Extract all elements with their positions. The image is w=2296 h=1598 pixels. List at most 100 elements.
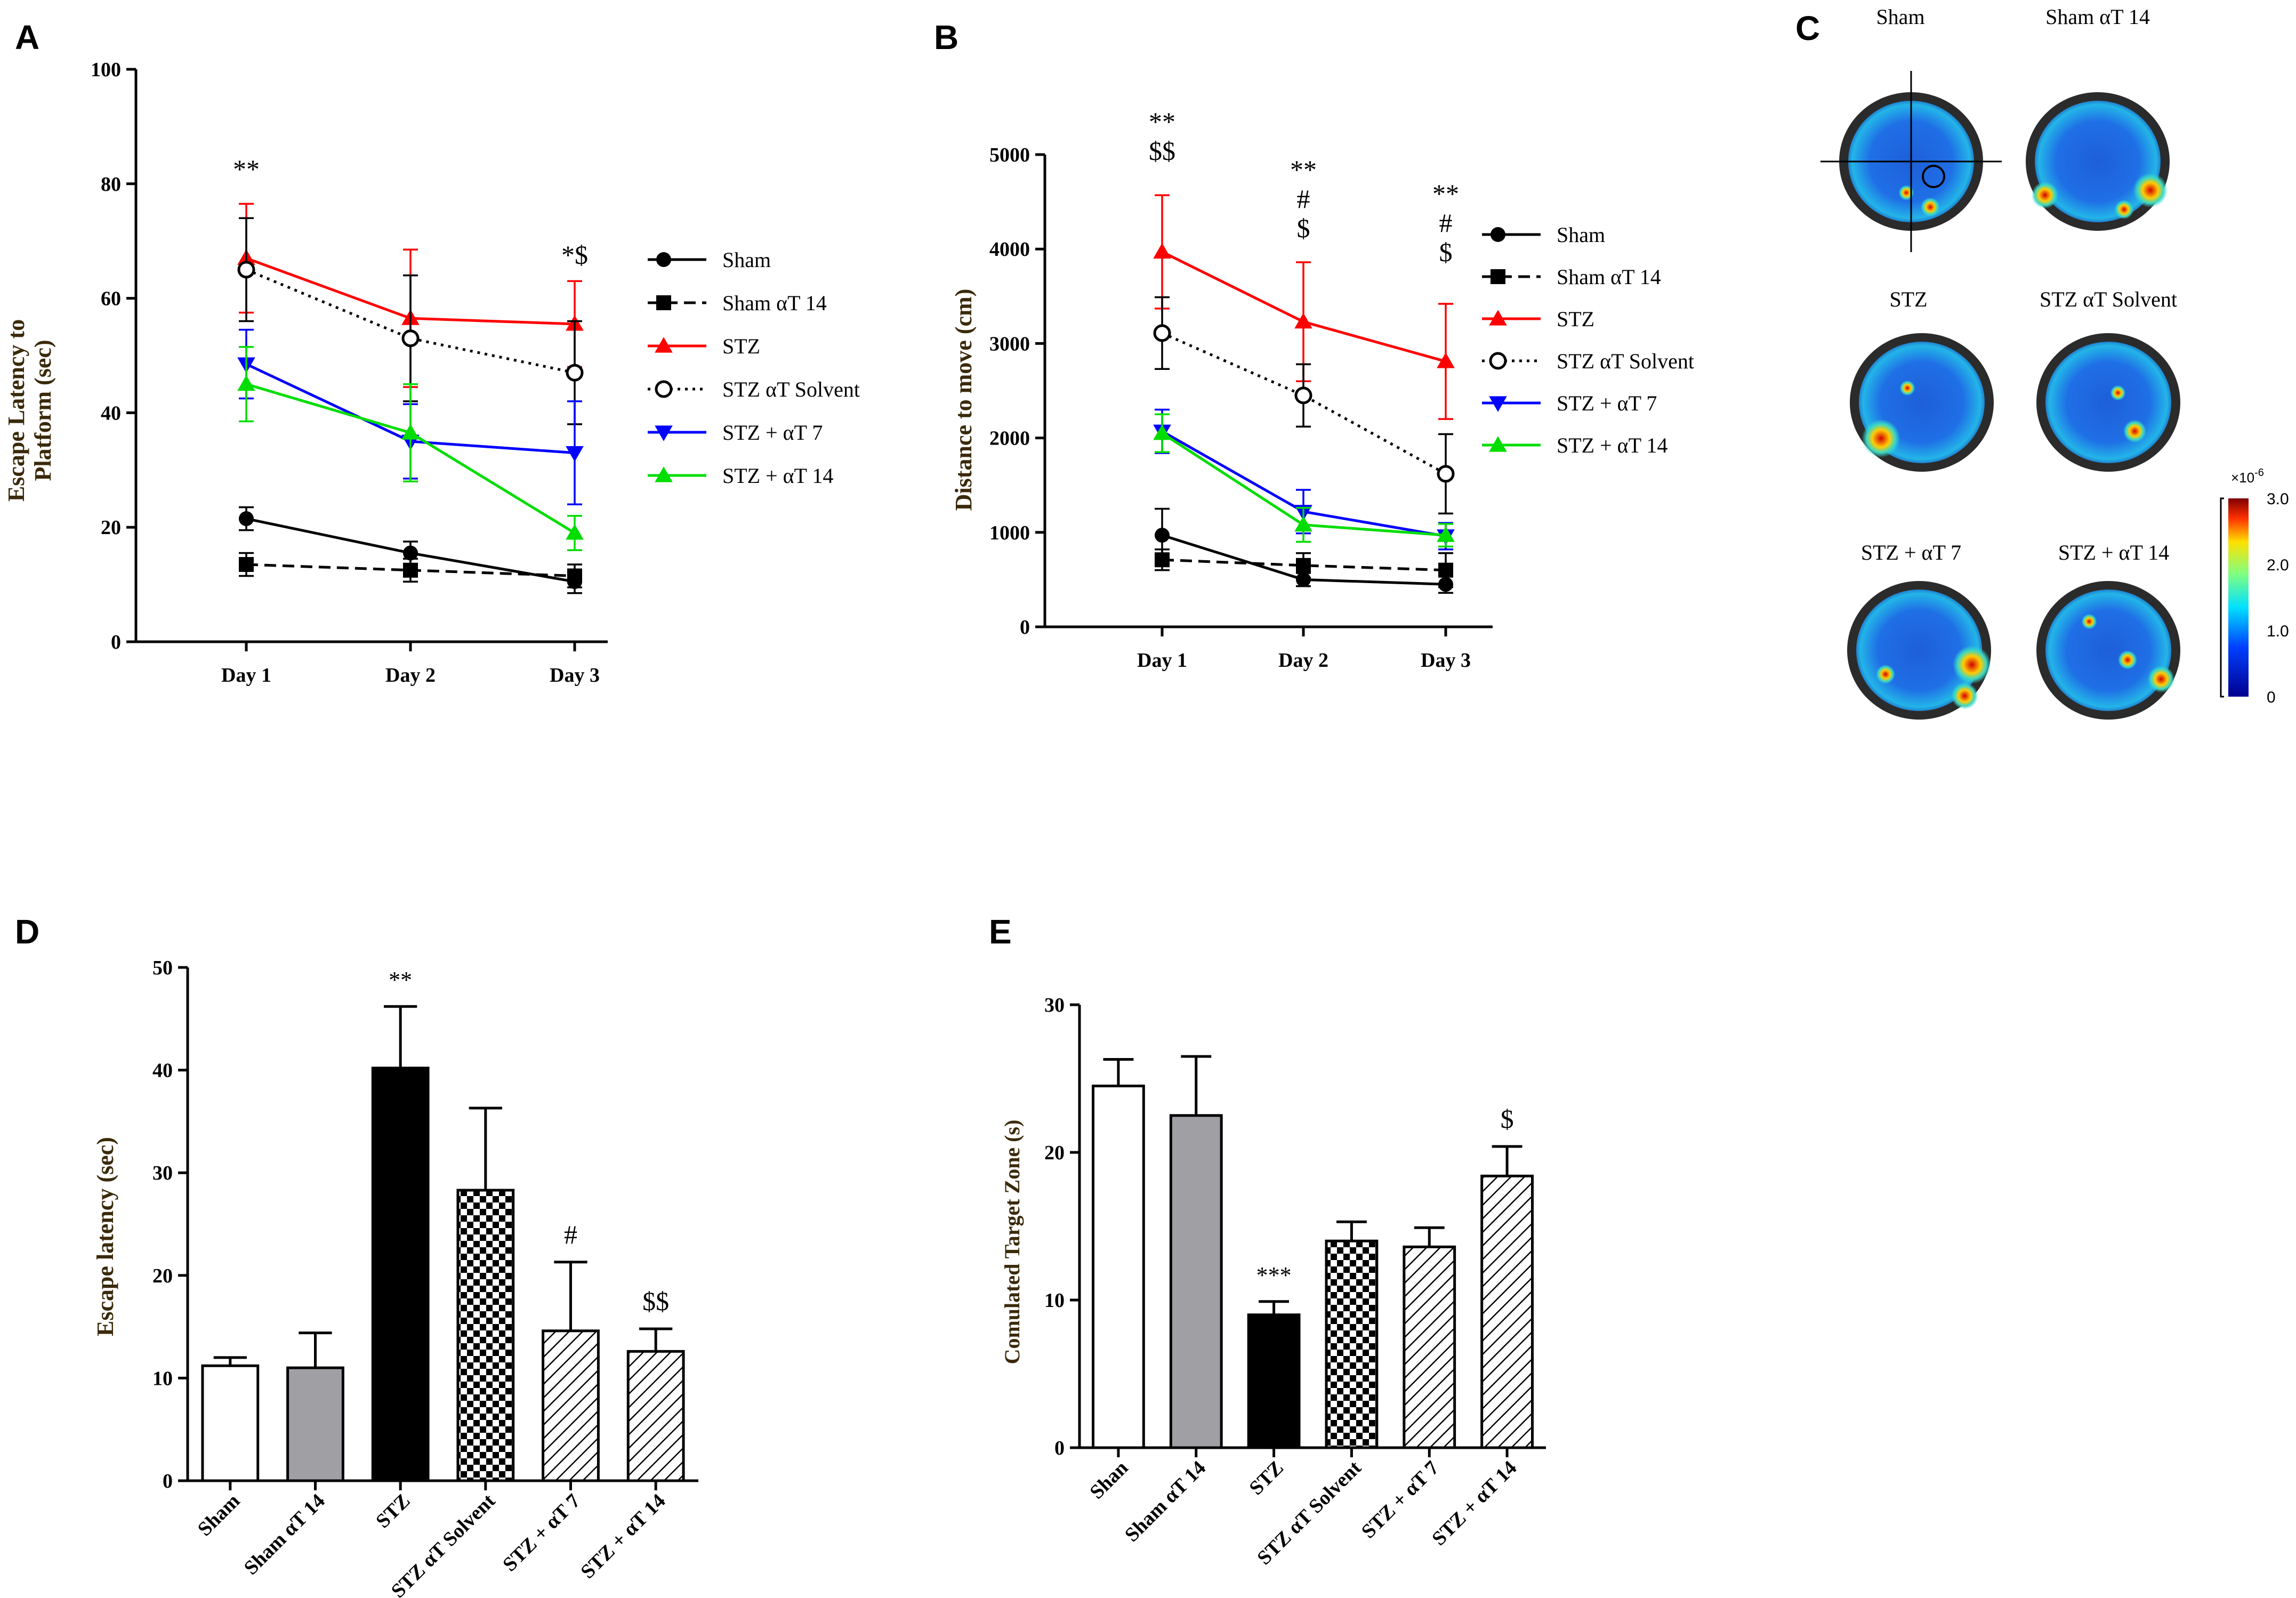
chart-b-legend-marker-stz bbox=[1489, 310, 1507, 326]
heatmap-hotspot-sham-t-14 bbox=[2133, 173, 2168, 208]
chart-b-ytick-label: 0 bbox=[1020, 616, 1030, 639]
colorbar-bracket bbox=[2220, 497, 2224, 698]
colorbar-tick-label: 0 bbox=[2267, 689, 2276, 706]
chart-b-legend-marker-stz-t-solvent bbox=[1489, 352, 1507, 370]
heatmap-hotspot-stz-t-7 bbox=[1953, 645, 1991, 684]
chart-b-line-sham-t-14 bbox=[1162, 558, 1446, 572]
heatmap-pool-sham-t-14 bbox=[2035, 101, 2161, 222]
chart-d-xtick-label: Sham bbox=[194, 1490, 244, 1540]
chart-b-legend-marker-sham bbox=[1491, 227, 1505, 242]
heatmap-label-stz: STZ bbox=[1889, 287, 1927, 311]
chart-b-ytick-label: 4000 bbox=[989, 238, 1030, 261]
chart-b-point-stz-t-14 bbox=[1437, 526, 1455, 542]
chart-e-ytick-label: 10 bbox=[1044, 1289, 1065, 1312]
heatmap-label-stz-t-7: STZ + αT 7 bbox=[1861, 540, 1961, 564]
chart-b-legend-label-stz-t-solvent: STZ αT Solvent bbox=[1557, 349, 1694, 373]
chart-b-significance-annotation: ** bbox=[1432, 179, 1459, 208]
chart-e-xtick-label: Sham αT 14 bbox=[1121, 1457, 1210, 1546]
chart-a-point-stz-t-solvent bbox=[237, 261, 255, 279]
colorbar-tick-label: 3.0 bbox=[2267, 490, 2289, 508]
chart-b-legend-marker-sham-t-14 bbox=[1491, 269, 1505, 284]
chart-b-point-sham-t-14 bbox=[1296, 558, 1311, 573]
chart-a-escape-latency-line: Escape Latency to Platform (sec) 0 20 40 60… bbox=[3, 59, 860, 687]
colorbar-tick-label: 1.0 bbox=[2267, 623, 2289, 640]
chart-d-bar-stz bbox=[371, 1067, 430, 1482]
chart-a-ytick-label: 20 bbox=[101, 516, 121, 539]
chart-e-bar-stz-t-solvent bbox=[1325, 1239, 1379, 1449]
chart-e-ytick-label: 0 bbox=[1054, 1437, 1065, 1459]
chart-d-ytick-label: 0 bbox=[163, 1470, 173, 1492]
heatmap-hotspot-stz-t-14 bbox=[2147, 665, 2175, 693]
heatmap-hotspot-stz-t-solvent bbox=[2110, 385, 2126, 401]
chart-e-bar-stz-t-14 bbox=[1480, 1174, 1534, 1449]
chart-b-legend-label-sham: Sham bbox=[1557, 223, 1605, 247]
chart-e-xtick-label: STZ + αT 14 bbox=[1428, 1457, 1521, 1550]
chart-a-point-sham-t-14 bbox=[239, 557, 254, 572]
chart-a-legend-marker-sham bbox=[656, 252, 671, 267]
chart-b-legend-marker-stz-t-7 bbox=[1489, 396, 1507, 412]
heatmap-hotspot-stz-t-solvent bbox=[2123, 419, 2147, 443]
chart-a-legend-label-sham: Sham bbox=[722, 248, 771, 272]
chart-a-ytick-label: 80 bbox=[101, 173, 121, 196]
chart-d-bar-sham bbox=[201, 1364, 260, 1482]
chart-a-point-sham-t-14 bbox=[567, 568, 582, 584]
chart-b-significance-annotation: # bbox=[1297, 184, 1310, 214]
chart-a-point-stz-t-14 bbox=[237, 375, 255, 391]
colorbar bbox=[2228, 498, 2249, 697]
chart-d-ytick-label: 20 bbox=[152, 1265, 173, 1287]
chart-a-legend-marker-stz-t-7 bbox=[655, 425, 673, 441]
colorbar-exponent-power: -6 bbox=[2254, 467, 2264, 479]
chart-e-bar-shan bbox=[1092, 1084, 1145, 1449]
chart-d-ytick-label: 30 bbox=[152, 1162, 173, 1184]
chart-b-significance-annotation: $ bbox=[1297, 213, 1310, 243]
chart-b-ylabel: Distance to move (cm) bbox=[950, 289, 977, 511]
heatmap-hotspot-sham-t-14 bbox=[2114, 200, 2134, 219]
chart-e-ytick-label: 20 bbox=[1044, 1142, 1065, 1164]
chart-d-escape-latency-bars: Escape latency (sec) 0 10 20 30 40 50 ShamSham… bbox=[92, 957, 698, 1598]
heatmap-pool-stz-t-14 bbox=[2045, 590, 2171, 711]
chart-a-significance-annotation: ** bbox=[233, 154, 260, 184]
chart-a-legend-label-stz-t-7: STZ + αT 7 bbox=[722, 421, 823, 445]
chart-e-ylabel: Comulated Target Zone (s) bbox=[1000, 1120, 1024, 1365]
heatmap-label-sham-t-14: Sham αT 14 bbox=[2045, 5, 2150, 29]
heatmap-hotspot-sham bbox=[1898, 185, 1914, 200]
chart-d-bar-sham-t-14 bbox=[286, 1366, 344, 1482]
chart-a-ytick-label: 0 bbox=[111, 631, 121, 653]
chart-d-bar-stz-t-14 bbox=[626, 1350, 685, 1482]
panel-letter-b: B bbox=[934, 18, 958, 57]
chart-b-ytick-label: 5000 bbox=[989, 144, 1030, 166]
chart-e-bar-sham-t-14 bbox=[1169, 1114, 1223, 1449]
chart-e-xtick-label: STZ bbox=[1245, 1457, 1287, 1499]
chart-a-legend-label-stz: STZ bbox=[722, 334, 760, 358]
chart-a-legend-label-stz-t-solvent: STZ αT Solvent bbox=[722, 377, 860, 401]
chart-d-ytick-label: 10 bbox=[152, 1367, 173, 1390]
chart-a-point-sham bbox=[403, 545, 418, 561]
chart-b-point-stz-t-solvent bbox=[1294, 386, 1312, 405]
chart-e-annotation: *** bbox=[1256, 1262, 1292, 1288]
chart-a-point-sham bbox=[239, 511, 254, 527]
chart-b-point-sham bbox=[1296, 572, 1311, 587]
chart-a-ytick-label: 60 bbox=[101, 288, 121, 310]
chart-b-point-stz-t-14 bbox=[1294, 515, 1312, 532]
chart-b-legend-label-stz: STZ bbox=[1557, 307, 1594, 331]
panel-letter-c: C bbox=[1795, 9, 1820, 47]
chart-a-significance-annotation: *$ bbox=[561, 240, 588, 270]
chart-b-ytick-label: 3000 bbox=[989, 333, 1030, 355]
chart-a-legend-marker-sham-t-14 bbox=[656, 295, 671, 310]
chart-a-legend-marker-stz-t-14 bbox=[655, 466, 673, 482]
heatmap-hotspot-stz-t-14 bbox=[2081, 614, 2097, 629]
chart-a-legend-marker-stz-t-solvent bbox=[655, 380, 673, 398]
chart-e-xtick-label: Shan bbox=[1085, 1457, 1132, 1504]
chart-b-point-stz-t-solvent bbox=[1153, 324, 1171, 342]
chart-a-ylabel-line-2: Platform (sec) bbox=[30, 340, 56, 481]
heatmap-target-platform bbox=[1922, 165, 1945, 188]
chart-a-point-stz-t-14 bbox=[401, 424, 420, 440]
chart-b-legend-label-stz-t-14: STZ + αT 14 bbox=[1557, 433, 1667, 457]
heatmap-pool-stz-t-solvent bbox=[2045, 342, 2171, 463]
heatmap-hotspot-stz bbox=[1862, 419, 1900, 458]
chart-a-xtick-label: Day 1 bbox=[221, 664, 271, 687]
colorbar-exponent: ×10-6 bbox=[2231, 467, 2264, 486]
colorbar-tick-label: 2.0 bbox=[2267, 556, 2289, 574]
chart-a-ytick-label: 100 bbox=[91, 59, 121, 81]
